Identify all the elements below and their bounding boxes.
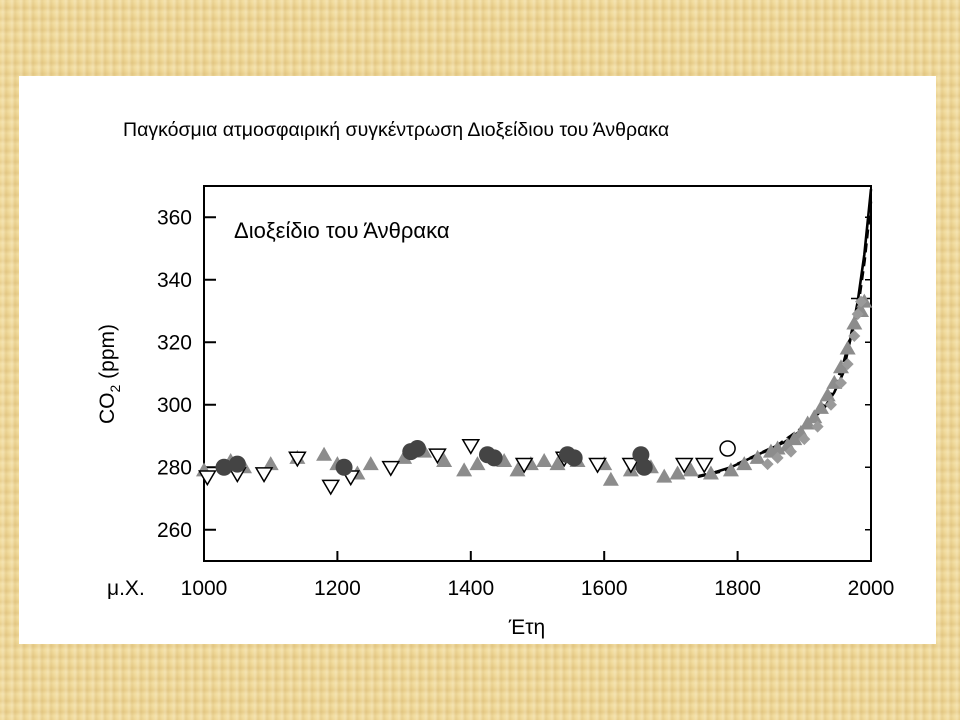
inverted-triangle-marker <box>288 451 307 468</box>
triangle-marker <box>722 462 739 477</box>
triangle-marker <box>846 315 863 330</box>
y-tick-label: 300 <box>157 394 192 417</box>
triangle-marker <box>819 387 836 402</box>
y-tick-label: 320 <box>157 331 192 354</box>
y-tick-label: 360 <box>157 206 192 229</box>
diamond-marker <box>811 420 824 433</box>
triangle-marker <box>316 446 333 461</box>
dashed-trend-line <box>697 198 873 479</box>
open-circle-marker <box>719 440 736 457</box>
inverted-triangle-marker <box>321 479 341 496</box>
y-axis-label-sub: 2 <box>107 384 123 392</box>
y-axis-label-main: CO <box>96 392 119 424</box>
triangle-marker <box>262 456 279 471</box>
diamond-marker <box>798 433 811 446</box>
x-axis: 1000 1200 1400 1600 1800 2000 <box>181 551 895 600</box>
x-tick-label: 1800 <box>714 577 761 600</box>
triangle-marker <box>549 456 566 471</box>
diamond-marker <box>854 295 867 308</box>
triangle-marker <box>536 453 553 467</box>
circle-marker <box>565 449 583 467</box>
triangle-marker <box>602 471 619 486</box>
panel-label: Διοξείδιο του Άνθρακα <box>234 218 450 243</box>
y-tick-label: 340 <box>157 269 192 292</box>
x-tick-label: 1400 <box>447 577 494 600</box>
solid-trend-line <box>710 188 873 475</box>
triangle-marker <box>509 462 526 477</box>
inverted-triangle-marker <box>254 467 274 483</box>
triangle-marker <box>669 465 686 480</box>
inverted-triangle-marker <box>198 470 217 487</box>
x-axis-prefix: μ.Χ. <box>107 577 145 600</box>
inverted-triangle-marker <box>381 460 401 477</box>
diamond-marker <box>784 445 797 458</box>
diamond-marker <box>761 458 774 471</box>
triangle-marker <box>682 462 699 477</box>
triangle-marker <box>832 359 849 374</box>
inverted-triangle-marker <box>674 457 694 474</box>
diamond-marker <box>771 451 784 464</box>
diamond-marker <box>824 398 837 411</box>
circle-marker <box>635 458 653 476</box>
triangle-marker <box>736 456 753 471</box>
triangle-marker <box>749 449 766 464</box>
trend-lines <box>697 188 873 479</box>
circle-marker <box>215 458 233 476</box>
plot-frame <box>203 185 872 562</box>
x-tick-label: 1000 <box>181 577 228 600</box>
diamond-marker <box>848 330 861 342</box>
inverted-triangle-marker <box>588 457 607 474</box>
y-tick-label: 280 <box>157 456 192 479</box>
inverted-triangle-marker <box>621 457 641 474</box>
diamond-marker <box>851 308 864 321</box>
x-tick-label: 1200 <box>314 577 361 600</box>
x-axis-label: Έτη <box>508 616 545 639</box>
diamond-marker <box>841 358 854 371</box>
triangle-marker <box>656 468 673 483</box>
triangle-marker <box>456 462 473 477</box>
y-axis-label-unit: (ppm) <box>96 324 119 385</box>
triangle-marker <box>839 340 856 355</box>
y-tick-label: 260 <box>157 519 192 542</box>
x-tick-label: 2000 <box>848 577 895 600</box>
circle-marker <box>408 440 426 457</box>
inverted-triangle-marker <box>514 457 534 474</box>
inverted-triangle-marker <box>461 439 481 455</box>
triangle-marker <box>806 409 823 424</box>
data-markers <box>196 293 873 496</box>
inverted-triangle-marker <box>694 457 714 474</box>
triangle-marker <box>702 465 719 480</box>
triangle-marker <box>812 399 829 414</box>
slide: Παγκόσμια ατμοσφαιρική συγκέντρωση Διοξε… <box>19 76 936 644</box>
inverted-triangle-marker <box>428 448 447 465</box>
triangle-marker <box>469 456 486 471</box>
circle-marker <box>335 458 353 476</box>
chart-title: Παγκόσμια ατμοσφαιρική συγκέντρωση Διοξε… <box>123 119 669 141</box>
triangle-marker <box>362 456 379 471</box>
circle-marker <box>228 455 246 473</box>
diamond-marker <box>834 376 847 389</box>
y-axis: 260 280 300 320 340 360 <box>157 206 871 542</box>
triangle-marker <box>436 453 453 467</box>
y-axis-label: CO2 (ppm) <box>96 324 123 424</box>
co2-chart: Παγκόσμια ατμοσφαιρική συγκέντρωση Διοξε… <box>96 119 895 639</box>
circle-marker <box>485 449 503 467</box>
x-tick-label: 1600 <box>581 577 628 600</box>
